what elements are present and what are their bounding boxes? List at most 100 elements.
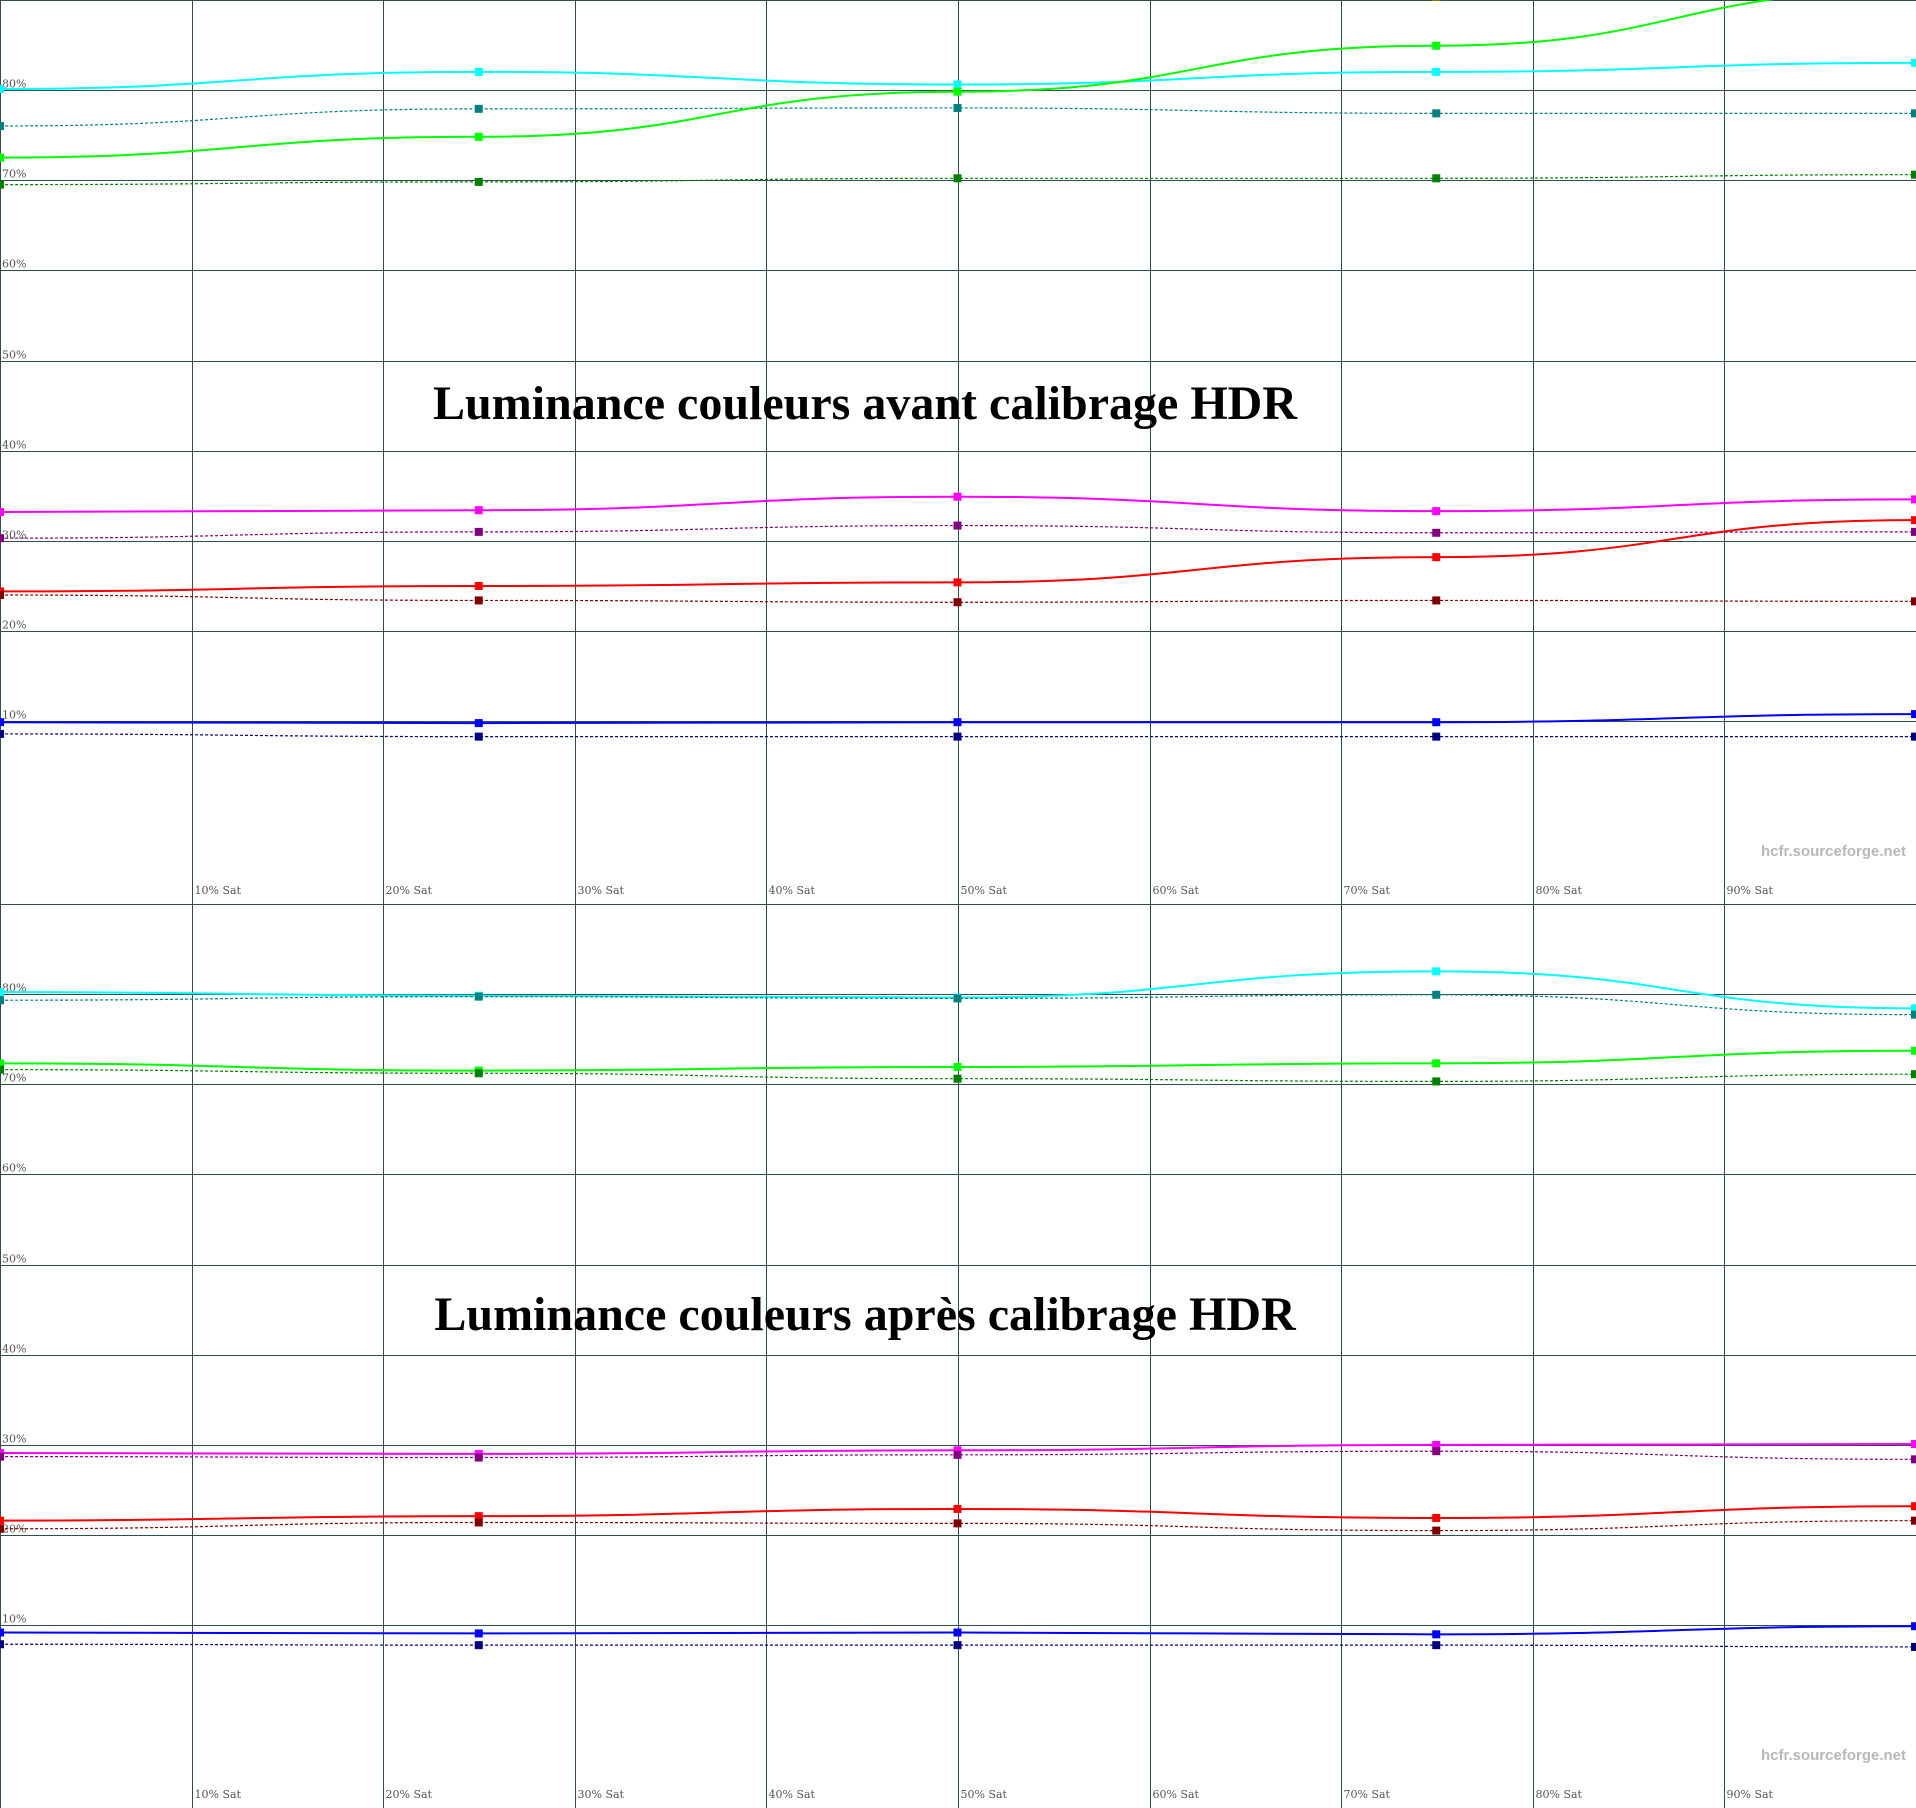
data-point	[953, 1504, 962, 1513]
x-tick-label: 40% Sat	[769, 884, 816, 897]
data-point	[0, 534, 4, 543]
data-point	[474, 177, 483, 186]
data-point	[953, 994, 962, 1003]
data-point	[474, 104, 483, 113]
data-point	[1432, 41, 1441, 50]
data-point	[474, 1512, 483, 1521]
data-point	[474, 1629, 483, 1638]
data-point	[1911, 710, 1916, 719]
x-tick-label: 20% Sat	[386, 884, 433, 897]
data-point	[0, 718, 4, 727]
y-tick-label: 40%	[2, 1343, 26, 1356]
y-tick-label: 20%	[2, 619, 26, 632]
data-point	[1432, 596, 1441, 605]
x-tick-label: 80% Sat	[1536, 1788, 1583, 1801]
data-point	[1432, 967, 1441, 976]
data-point	[1432, 0, 1441, 1]
data-point	[474, 67, 483, 76]
data-point	[474, 596, 483, 605]
data-point	[1911, 1516, 1916, 1525]
y-tick-label: 70%	[2, 1072, 26, 1085]
data-point	[1432, 990, 1441, 999]
data-point	[953, 492, 962, 501]
x-tick-label: 10% Sat	[195, 884, 242, 897]
data-point	[0, 1065, 4, 1074]
x-tick-label: 50% Sat	[961, 884, 1008, 897]
y-tick-label: 80%	[2, 78, 26, 91]
chart-title-after: Luminance couleurs après calibrage HDR	[434, 1288, 1296, 1341]
luminance-chart-before: 10% Sat 20% Sat 30% Sat 40% Sat 50% Sat 60% S…	[0, 0, 1916, 904]
data-point	[1911, 1010, 1916, 1019]
data-point	[474, 1453, 483, 1462]
data-point	[474, 719, 483, 728]
data-point	[474, 1518, 483, 1527]
data-point	[953, 598, 962, 607]
data-point	[0, 84, 4, 93]
data-point	[0, 1516, 4, 1525]
data-point	[0, 729, 4, 738]
data-point	[0, 153, 4, 162]
y-tick-label: 90%	[2, 904, 26, 905]
y-tick-label: 70%	[2, 168, 26, 181]
y-tick-label: 50%	[2, 1253, 26, 1266]
data-point	[1432, 528, 1441, 537]
data-point	[1911, 1070, 1916, 1079]
data-point	[1432, 732, 1441, 741]
y-tick-label: 10%	[2, 1613, 26, 1626]
data-point	[1911, 527, 1916, 536]
y-tick-label: 40%	[2, 439, 26, 452]
data-point	[0, 1640, 4, 1649]
x-tick-label: 20% Sat	[386, 1788, 433, 1801]
data-point	[0, 591, 4, 600]
x-tick-label: 60% Sat	[1153, 884, 1200, 897]
watermark-label: hcfr.sourceforge.net	[1761, 1747, 1906, 1764]
data-point	[474, 132, 483, 141]
x-tick-label: 30% Sat	[578, 1788, 625, 1801]
data-point	[474, 992, 483, 1001]
y-tick-label: 30%	[2, 1433, 26, 1446]
x-tick-label: 90% Sat	[1727, 884, 1774, 897]
data-point	[0, 1628, 4, 1637]
data-point	[1432, 1513, 1441, 1522]
y-tick-label: 20%	[2, 1523, 26, 1536]
data-point	[1432, 1526, 1441, 1535]
data-point	[953, 174, 962, 183]
x-tick-label: 40% Sat	[769, 1788, 816, 1801]
data-point	[1911, 1046, 1916, 1055]
watermark-label: hcfr.sourceforge.net	[1761, 843, 1906, 860]
data-point	[953, 732, 962, 741]
data-point	[1911, 516, 1916, 525]
data-point	[1432, 553, 1441, 562]
data-point	[1432, 507, 1441, 516]
data-point	[1432, 1630, 1441, 1639]
data-point	[1911, 1502, 1916, 1511]
data-point	[474, 732, 483, 741]
y-tick-label: 10%	[2, 709, 26, 722]
chart-panel-after: 10% Sat 20% Sat 30% Sat 40% Sat 50% Sat 60% S…	[0, 904, 1916, 1808]
data-point	[0, 988, 4, 997]
data-point	[1432, 718, 1441, 727]
data-point	[1911, 1455, 1916, 1464]
data-point	[953, 1446, 962, 1455]
data-point	[0, 121, 4, 130]
data-point	[953, 521, 962, 530]
x-tick-label: 90% Sat	[1727, 1788, 1774, 1801]
y-tick-label: 60%	[2, 1162, 26, 1175]
data-point	[953, 1628, 962, 1637]
data-point	[1432, 174, 1441, 183]
x-tick-label: 50% Sat	[961, 1788, 1008, 1801]
x-tick-label: 80% Sat	[1536, 884, 1583, 897]
data-point	[953, 718, 962, 727]
data-point	[0, 1059, 4, 1068]
data-point	[953, 87, 962, 96]
x-tick-label: 70% Sat	[1344, 884, 1391, 897]
x-tick-label: 10% Sat	[195, 1788, 242, 1801]
data-point	[474, 527, 483, 536]
data-point	[0, 180, 4, 189]
data-point	[1432, 1440, 1441, 1449]
data-point	[953, 1450, 962, 1459]
chart-panel-before: 10% Sat 20% Sat 30% Sat 40% Sat 50% Sat 60% S…	[0, 0, 1916, 904]
y-tick-label: 60%	[2, 258, 26, 271]
data-point	[1911, 495, 1916, 504]
x-tick-label: 30% Sat	[578, 884, 625, 897]
